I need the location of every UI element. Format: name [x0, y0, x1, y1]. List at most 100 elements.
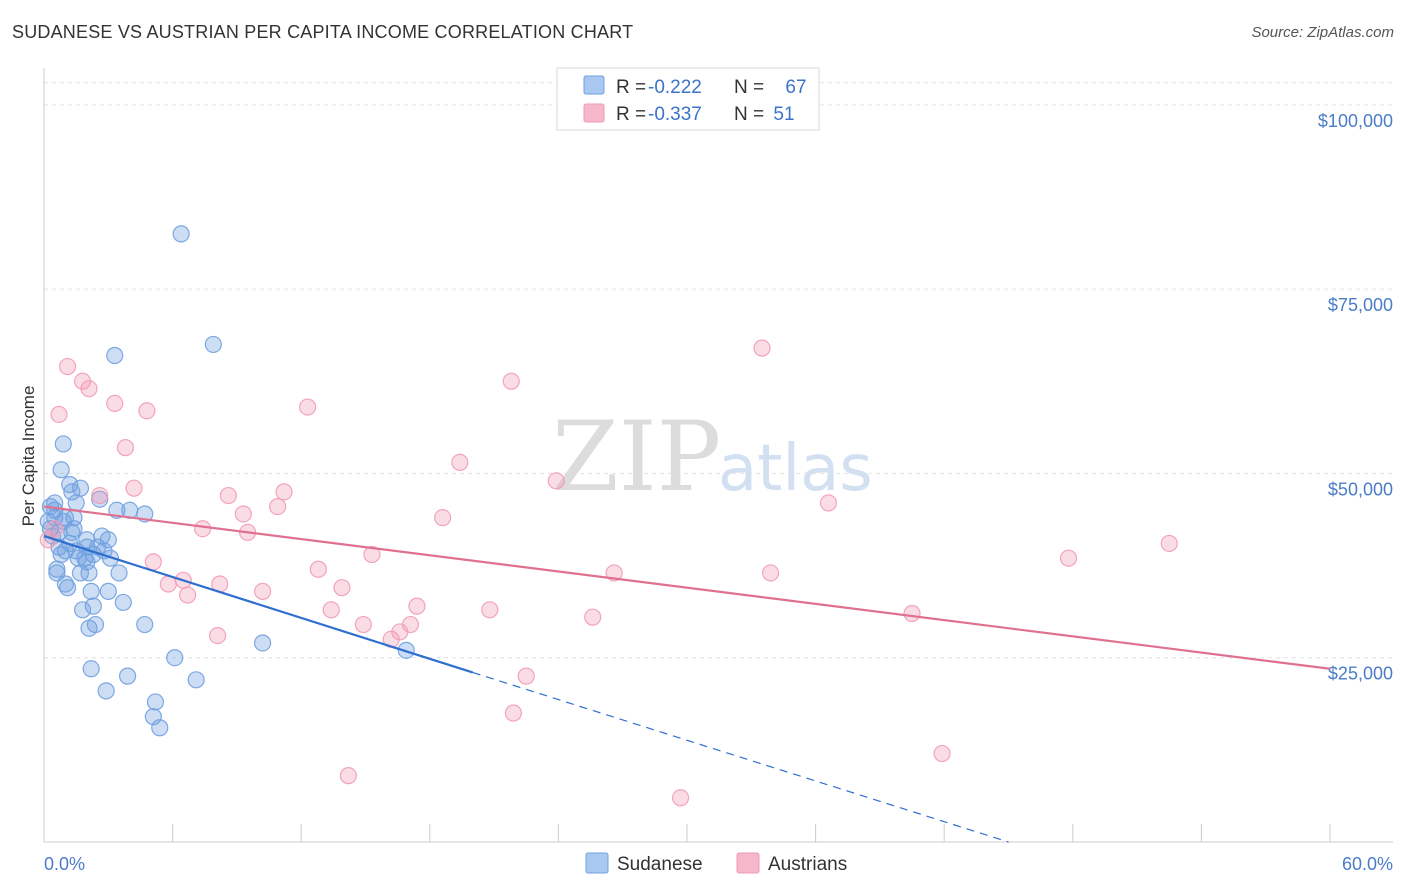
legend-r-value-austrians: -0.337: [648, 104, 702, 125]
point-sudanese-23: [71, 479, 90, 497]
point-sudanese-48: [118, 667, 137, 685]
point-sudanese-59: [254, 634, 272, 652]
point-austrians-5: [80, 380, 98, 398]
scatter-points: [39, 225, 1178, 807]
point-austrians-18: [219, 486, 237, 505]
legend-swatch-austrians: [583, 103, 605, 123]
point-austrians-46: [761, 564, 780, 582]
y-axis-label: Per Capita Income: [19, 386, 38, 527]
point-sudanese-51: [136, 615, 154, 634]
point-austrians-8: [116, 439, 135, 457]
point-austrians-40: [517, 667, 535, 685]
legend-n-label-sudanese: N =: [734, 77, 764, 98]
point-sudanese-55: [166, 649, 184, 667]
point-austrians-10: [138, 402, 156, 420]
point-sudanese-37: [91, 490, 109, 508]
x-tick-label-max: 60.0%: [1342, 854, 1393, 874]
point-austrians-22: [269, 498, 287, 516]
legend-swatch-sudanese: [583, 75, 605, 95]
point-sudanese-41: [99, 582, 117, 600]
y-tick-label-2: $75,000: [1328, 295, 1393, 315]
point-austrians-23: [275, 483, 293, 501]
point-sudanese-30: [80, 564, 98, 582]
point-austrians-35: [434, 509, 452, 527]
gridlines: [44, 82, 1393, 659]
point-sudanese-44: [106, 346, 124, 365]
point-austrians-39: [504, 704, 522, 722]
point-austrians-25: [309, 560, 327, 578]
point-austrians-45: [753, 339, 771, 357]
point-austrians-27: [333, 579, 351, 597]
legend-n-value-sudanese: 67: [785, 77, 806, 98]
point-austrians-42: [584, 608, 602, 626]
point-sudanese-47: [114, 593, 132, 612]
point-austrians-14: [179, 586, 197, 604]
chart-title: SUDANESE VS AUSTRIAN PER CAPITA INCOME C…: [12, 22, 634, 42]
point-austrians-16: [209, 626, 227, 645]
point-austrians-41: [547, 472, 565, 490]
point-austrians-34: [408, 597, 426, 615]
point-austrians-51: [1160, 534, 1178, 553]
x-tick-label-min: 0.0%: [44, 854, 85, 874]
point-sudanese-53: [146, 693, 165, 711]
point-sudanese-15: [58, 579, 77, 597]
series-legend: Sudanese Austrians: [585, 852, 847, 875]
point-sudanese-54: [151, 719, 169, 737]
trend-lines: [43, 505, 1331, 843]
point-austrians-44: [671, 789, 690, 807]
point-austrians-19: [234, 505, 252, 523]
point-austrians-29: [354, 615, 372, 634]
y-tick-label-3: $100,000: [1318, 111, 1393, 131]
axes: [43, 68, 1393, 843]
y-tick-label-1: $50,000: [1328, 479, 1393, 499]
y-tick-labels: $25,000 $50,000 $75,000 $100,000: [1318, 111, 1393, 684]
watermark: ZIP atlas: [552, 401, 873, 513]
point-austrians-7: [106, 394, 124, 412]
point-austrians-11: [144, 553, 162, 571]
point-sudanese-58: [204, 335, 222, 354]
point-austrians-49: [933, 744, 951, 763]
point-austrians-30: [363, 545, 381, 564]
point-sudanese-33: [84, 597, 102, 615]
trend-line-extension-sudanese: [472, 671, 1009, 843]
point-austrians-37: [481, 601, 499, 619]
point-austrians-15: [194, 520, 212, 538]
point-austrians-33: [401, 615, 420, 634]
point-sudanese-63: [67, 494, 85, 512]
point-sudanese-40: [97, 682, 115, 700]
point-austrians-36: [451, 453, 469, 471]
point-austrians-47: [819, 494, 838, 512]
point-austrians-26: [322, 601, 340, 619]
legend-r-value-sudanese: -0.222: [648, 77, 702, 98]
series-legend-swatch-austrians: [736, 852, 760, 874]
series-legend-swatch-sudanese: [585, 852, 609, 874]
point-sudanese-10: [52, 461, 70, 479]
point-sudanese-43: [99, 531, 117, 549]
stats-legend: R = -0.222 N = 67 R = -0.337 N = 51: [556, 67, 820, 131]
y-tick-label-0: $25,000: [1328, 664, 1393, 684]
point-austrians-50: [1059, 549, 1078, 567]
legend-r-label-austrians: R =: [616, 104, 646, 125]
point-sudanese-64: [78, 553, 96, 571]
point-austrians-24: [299, 398, 317, 416]
legend-n-label-austrians: N =: [734, 104, 764, 125]
series-legend-label-austrians: Austrians: [768, 854, 847, 875]
point-austrians-21: [254, 582, 272, 600]
point-austrians-9: [125, 479, 143, 497]
watermark-atlas: atlas: [718, 432, 873, 506]
point-austrians-3: [58, 357, 77, 376]
point-austrians-6: [91, 486, 109, 505]
point-sudanese-32: [82, 660, 100, 678]
point-sudanese-25: [73, 601, 92, 619]
point-sudanese-31: [82, 582, 100, 600]
point-austrians-1: [46, 520, 64, 538]
point-sudanese-46: [110, 564, 128, 582]
point-sudanese-18: [63, 483, 81, 501]
legend-r-label-sudanese: R =: [616, 77, 646, 98]
series-legend-label-sudanese: Sudanese: [617, 854, 703, 875]
point-sudanese-35: [86, 615, 105, 634]
watermark-zip: ZIP: [552, 401, 721, 513]
point-austrians-2: [50, 405, 68, 424]
point-sudanese-11: [54, 435, 72, 453]
